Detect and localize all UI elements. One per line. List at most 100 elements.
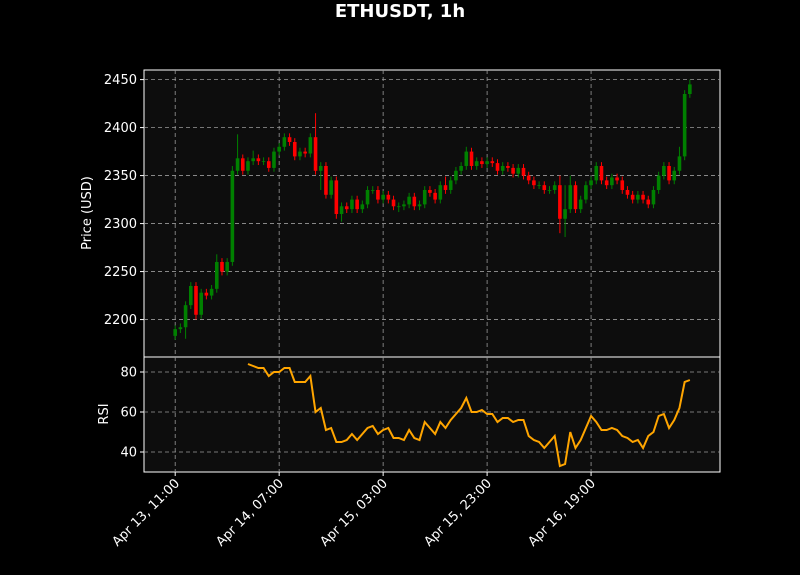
x-tick-label: Apr 15, 23:00 — [421, 476, 494, 549]
candle-body — [339, 206, 344, 214]
y-tick-label: 2350 — [104, 169, 137, 184]
candle-body — [360, 204, 365, 210]
candle-body — [636, 194, 640, 200]
candle-body — [672, 170, 677, 181]
candle-body — [428, 189, 432, 193]
candle-body — [656, 175, 661, 190]
x-tick-label: Apr 16, 19:00 — [525, 476, 598, 549]
candle-body — [282, 137, 287, 147]
candle-body — [173, 329, 177, 336]
candle-body — [261, 161, 266, 162]
candle-body — [500, 165, 505, 171]
candle-body — [365, 189, 370, 205]
candle-body — [667, 165, 671, 181]
candle-body — [402, 204, 406, 207]
candle-body — [272, 151, 276, 168]
y-tick-label: 60 — [120, 406, 137, 421]
candle-body — [641, 194, 645, 200]
candle-body — [547, 189, 552, 191]
candle-body — [448, 180, 453, 190]
candle-body — [558, 185, 562, 219]
candle-body — [563, 209, 567, 219]
candle-body — [313, 137, 318, 171]
candle-body — [537, 185, 541, 186]
candle-body — [298, 151, 302, 157]
candle-body — [246, 161, 250, 171]
candle-body — [516, 167, 521, 174]
candle-body — [438, 185, 443, 200]
candle-body — [381, 194, 385, 200]
candle-body — [214, 261, 219, 289]
candle-body — [480, 161, 484, 165]
candle-body — [417, 204, 422, 207]
candle-body — [318, 165, 323, 171]
y-tick-label: 2400 — [104, 121, 137, 136]
candle-body — [625, 189, 630, 195]
candle-body — [292, 141, 297, 157]
candle-body — [485, 161, 489, 165]
candle-body — [344, 206, 349, 210]
candle-body — [651, 189, 656, 205]
candle-body — [469, 151, 474, 166]
candle-body — [495, 163, 500, 171]
candle-body — [584, 185, 588, 200]
candle-body — [610, 177, 614, 186]
candle-body — [433, 192, 437, 200]
plot-area — [143, 356, 721, 473]
candle-body — [209, 288, 214, 296]
candle-body — [526, 175, 531, 181]
candle-body — [256, 158, 261, 162]
candle-body — [542, 185, 547, 190]
candle-body — [599, 165, 604, 181]
candle-body — [459, 165, 463, 171]
candle-body — [474, 161, 479, 166]
candle-body — [386, 194, 391, 200]
chart-title: ETHUSDT, 1h — [335, 1, 465, 22]
candle-body — [204, 292, 209, 296]
candle-body — [183, 305, 188, 328]
y-tick-label: 40 — [120, 446, 137, 461]
y-tick-label: 2250 — [104, 265, 137, 280]
candle-body — [370, 189, 375, 191]
candle-body — [194, 285, 198, 315]
candle-body — [277, 146, 281, 152]
y-tick-label: 2450 — [104, 73, 137, 88]
candle-body — [662, 165, 666, 176]
x-tick-label: Apr 13, 11:00 — [110, 476, 183, 549]
candle-body — [329, 180, 333, 195]
candle-body — [324, 165, 328, 195]
plot-area — [143, 69, 721, 358]
candle-body — [266, 161, 271, 168]
candle-body — [308, 137, 313, 154]
y-tick-label: 2200 — [104, 313, 137, 328]
candle-body — [199, 292, 203, 315]
candle-body — [620, 180, 625, 190]
candle-body — [391, 199, 396, 207]
candle-body — [521, 167, 526, 176]
y-tick-label: 2300 — [104, 217, 137, 232]
candle-body — [376, 189, 380, 200]
candle-body — [454, 170, 458, 181]
candle-body — [235, 158, 240, 171]
candle-body — [422, 189, 427, 205]
y-axis-label: Price (USD) — [80, 176, 95, 250]
candle-body — [568, 185, 573, 210]
candle-body — [412, 196, 417, 207]
candle-body — [240, 158, 245, 171]
candle-body — [604, 180, 609, 186]
candle-body — [225, 261, 229, 272]
candle-body — [178, 327, 183, 330]
candle-body — [630, 194, 635, 200]
x-tick-label: Apr 14, 07:00 — [214, 476, 287, 549]
candle-body — [287, 137, 292, 142]
candle-body — [443, 185, 448, 190]
candle-body — [407, 196, 411, 205]
candle-body — [573, 185, 578, 210]
candle-body — [578, 199, 583, 210]
candle-body — [334, 180, 339, 214]
candle-body — [350, 199, 354, 210]
candle-body — [646, 199, 651, 205]
candle-body — [490, 161, 495, 164]
candle-body — [303, 151, 307, 154]
